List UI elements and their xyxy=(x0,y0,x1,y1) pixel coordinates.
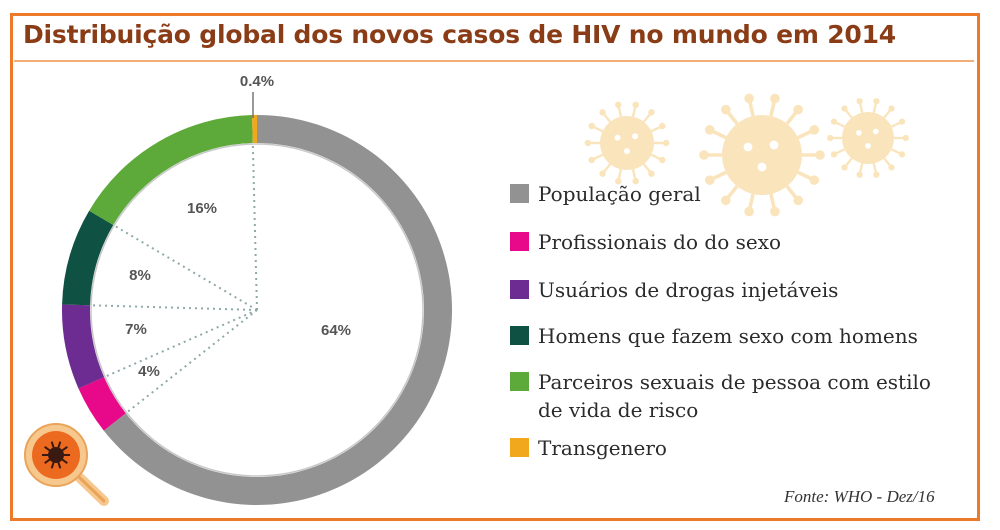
donut-slice-homens-que-fazem-sexo-com-homens xyxy=(62,210,114,306)
slice-label-usuarios-de-drogas-injetaveis: 7% xyxy=(125,321,147,338)
legend-swatch xyxy=(510,326,529,345)
guide-line xyxy=(251,145,258,311)
legend-item-homens-que-fazem-sexo-com-homens: Homens que fazem sexo com homens xyxy=(510,322,938,350)
legend-swatch xyxy=(510,232,529,251)
donut-slice-transgenero xyxy=(252,115,257,144)
donut-slice-usuarios-de-drogas-injetaveis xyxy=(62,304,105,389)
legend-label: Profissionais do do sexo xyxy=(538,230,782,254)
legend-swatch xyxy=(510,438,529,457)
chart-title: Distribuição global dos novos casos de H… xyxy=(23,20,896,49)
legend-label: Usuários de drogas injetáveis xyxy=(538,278,839,302)
legend-item-usuarios-de-drogas-injetaveis: Usuários de drogas injetáveis xyxy=(510,276,938,304)
legend-item-transgenero: Transgenero xyxy=(510,434,938,462)
legend-label: População geral xyxy=(538,182,701,206)
source-note: Fonte: WHO - Dez/16 xyxy=(784,487,935,506)
legend-item-profissionais-do-do-sexo: Profissionais do do sexo xyxy=(510,228,938,256)
slice-label-parceiros-sexuais-de-pessoa-com-estilo-de-vida-de-risco: 16% xyxy=(187,200,217,217)
legend-label: Homens que fazem sexo com homens xyxy=(538,324,918,348)
virus-icon-large xyxy=(699,93,825,217)
donut-slice-profissionais-do-do-sexo xyxy=(78,377,126,431)
legend-swatch xyxy=(510,184,529,203)
slice-labels: 64% 4% 7% 8% 16% 0.4% xyxy=(125,73,351,380)
donut-chart xyxy=(62,115,453,506)
chart-frame xyxy=(10,13,980,521)
virus-icon xyxy=(584,93,909,217)
donut-inner-ring xyxy=(90,143,424,477)
legend-label: Transgenero xyxy=(538,436,667,460)
donut-slice-parceiros-sexuais-de-pessoa-com-estilo-de-vida-de-risco xyxy=(89,115,253,225)
legend-swatch xyxy=(510,372,529,391)
title-divider xyxy=(14,60,974,62)
legend-swatch xyxy=(510,280,529,299)
guide-line xyxy=(105,309,258,378)
legend-label: Parceiros sexuais de pessoa com estilo d… xyxy=(538,370,931,422)
slice-label-populacao-geral: 64% xyxy=(321,322,351,339)
legend-item-populacao-geral: População geral xyxy=(510,180,938,208)
slice-label-transgenero: 0.4% xyxy=(240,73,274,90)
legend-item-parceiros-sexuais-de-pessoa-com-estilo-de-vida-de-risco: Parceiros sexuais de pessoa com estilo d… xyxy=(510,368,938,424)
virus-icon-small-left xyxy=(584,101,670,185)
virus-icon-small-right xyxy=(827,98,909,178)
guide-line xyxy=(92,304,258,311)
slice-label-profissionais-do-do-sexo: 4% xyxy=(138,363,160,380)
slice-label-homens-que-fazem-sexo-com-homens: 8% xyxy=(129,267,151,284)
magnifier-virus-icon xyxy=(24,423,109,506)
